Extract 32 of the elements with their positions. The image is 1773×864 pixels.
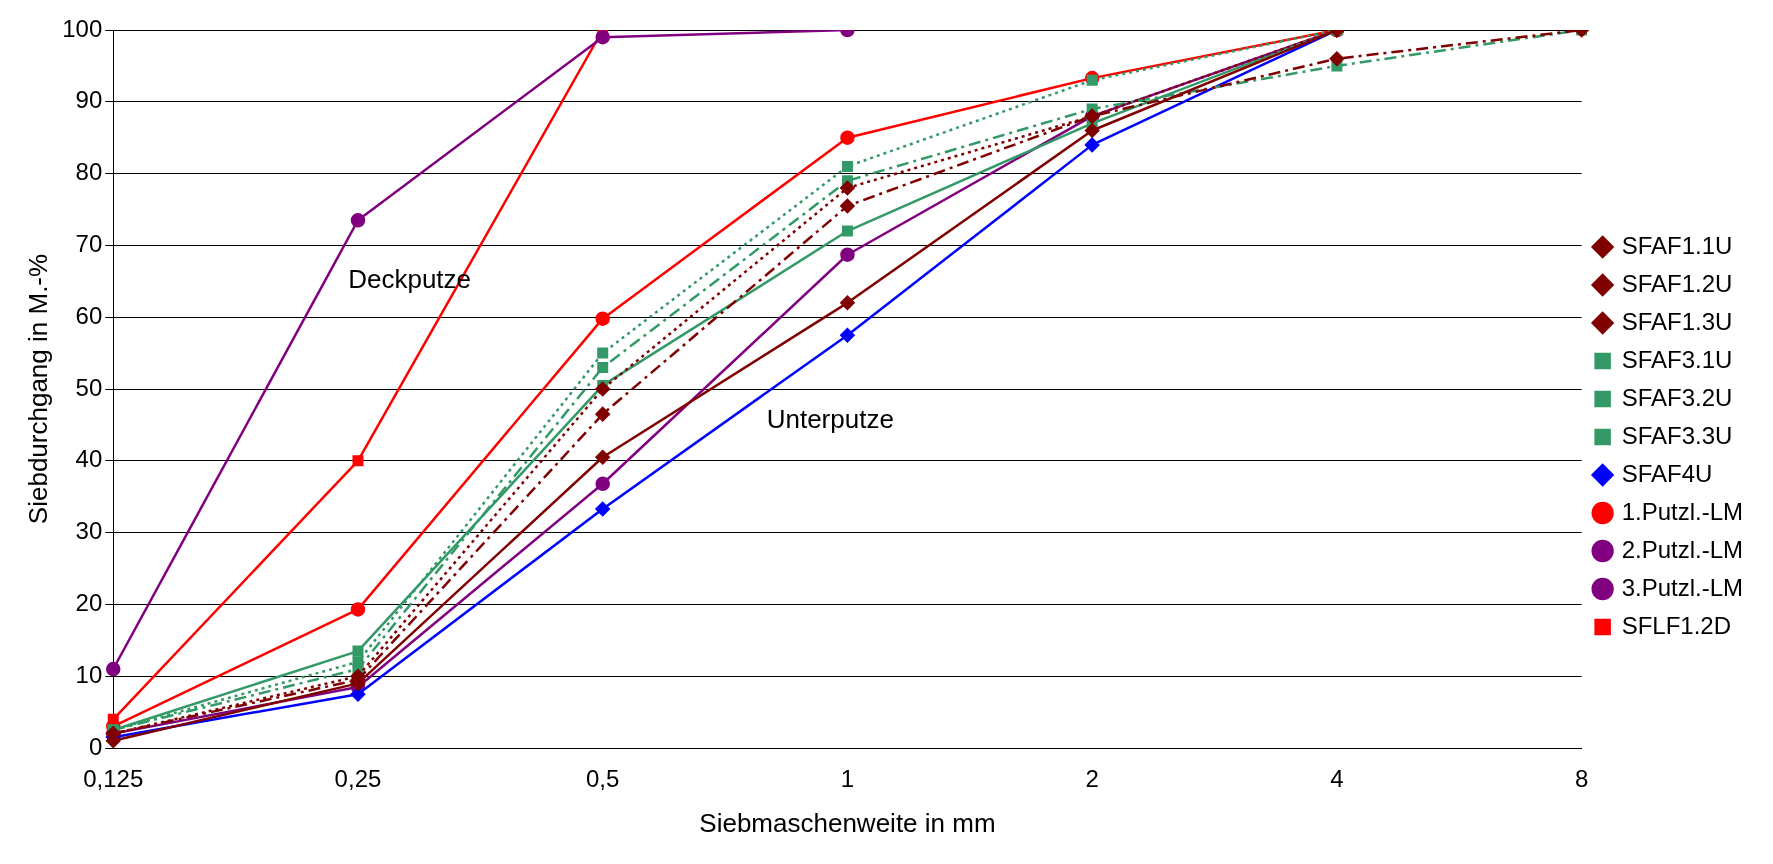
x-axis-title: Siebmaschenweite in mm bbox=[699, 807, 996, 838]
legend-label: SFAF1.2U bbox=[1621, 269, 1733, 297]
y-tick-label: 0 bbox=[88, 732, 103, 760]
y-tick-label: 90 bbox=[75, 86, 103, 114]
legend-label: 1.Putzl.-LM bbox=[1621, 497, 1743, 525]
legend-label: SFAF1.3U bbox=[1621, 307, 1733, 335]
y-axis-title: Siebdurchgang in M.-% bbox=[22, 253, 53, 525]
legend-label: SFAF1.1U bbox=[1621, 231, 1733, 259]
x-tick-label: 2 bbox=[1085, 765, 1099, 793]
legend-label: 3.Putzl.-LM bbox=[1621, 573, 1743, 601]
legend-label: SFAF3.1U bbox=[1621, 345, 1733, 373]
y-tick-label: 100 bbox=[62, 14, 103, 42]
x-tick-label: 4 bbox=[1330, 765, 1344, 793]
y-tick-label: 20 bbox=[75, 589, 103, 617]
legend-label: 2.Putzl.-LM bbox=[1621, 535, 1743, 563]
x-tick-label: 1 bbox=[840, 765, 855, 793]
x-tick-label: 0,25 bbox=[334, 765, 382, 793]
legend-label: SFAF3.3U bbox=[1621, 421, 1733, 449]
legend-label: SFLF1.2D bbox=[1621, 611, 1731, 639]
legend-label: SFAF4U bbox=[1621, 459, 1713, 487]
x-tick-label: 8 bbox=[1574, 765, 1589, 793]
x-tick-label: 0,125 bbox=[83, 765, 144, 793]
legend-label: SFAF3.2U bbox=[1621, 383, 1733, 411]
y-tick-label: 40 bbox=[75, 445, 103, 473]
y-tick-label: 10 bbox=[75, 660, 103, 688]
y-tick-label: 80 bbox=[75, 158, 103, 186]
annotation: Unterputze bbox=[766, 404, 894, 435]
y-tick-label: 50 bbox=[75, 373, 103, 401]
x-tick-label: 0,5 bbox=[586, 765, 620, 793]
y-tick-label: 70 bbox=[75, 230, 103, 258]
y-tick-label: 60 bbox=[75, 301, 103, 329]
y-tick-label: 30 bbox=[75, 517, 103, 545]
